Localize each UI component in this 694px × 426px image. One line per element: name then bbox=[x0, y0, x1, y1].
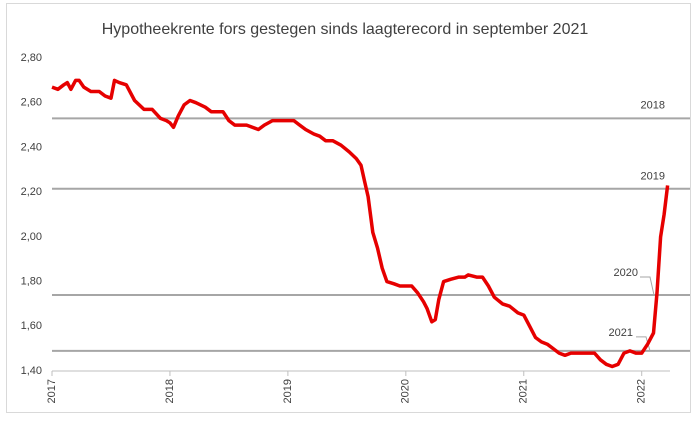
y-tick-label: 2,00 bbox=[21, 231, 42, 243]
y-tick-label: 2,40 bbox=[21, 141, 42, 153]
y-tick-label: 1,60 bbox=[21, 320, 42, 332]
y-tick-label: 1,40 bbox=[21, 365, 42, 377]
reference-label: 2018 bbox=[641, 99, 665, 111]
leader-line bbox=[636, 336, 651, 352]
y-tick-label: 2,20 bbox=[21, 186, 42, 198]
x-tick-label: 2021 bbox=[518, 379, 530, 403]
y-tick-label: 1,80 bbox=[21, 275, 42, 287]
chart-title: Hypotheekrente fors gestegen sinds laagt… bbox=[102, 21, 589, 38]
reference-label: 2019 bbox=[641, 171, 665, 183]
x-tick-label: 2020 bbox=[400, 379, 412, 403]
x-tick-label: 2017 bbox=[46, 379, 58, 403]
x-tick-label: 2019 bbox=[282, 379, 294, 403]
chart-border bbox=[6, 3, 691, 413]
x-tick-label: 2018 bbox=[164, 379, 176, 403]
reference-label: 2020 bbox=[614, 267, 638, 279]
x-tick-label: 2022 bbox=[636, 379, 648, 403]
data-line bbox=[51, 78, 670, 369]
y-tick-label: 2,60 bbox=[21, 97, 42, 109]
y-tick-label: 2,80 bbox=[21, 52, 42, 64]
leader-line bbox=[640, 276, 655, 296]
reference-label: 2021 bbox=[609, 327, 633, 339]
